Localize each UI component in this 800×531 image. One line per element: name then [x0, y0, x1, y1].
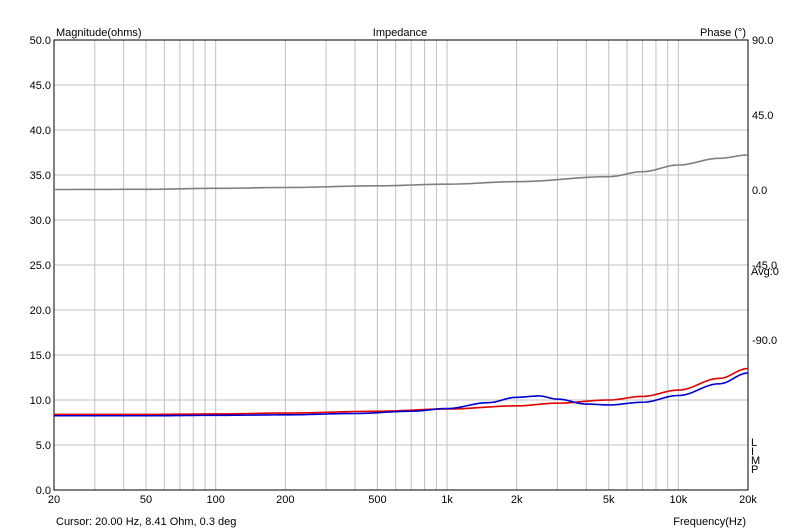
y-tick-label: 5.0: [36, 440, 51, 452]
y2-tick-label: -45.0: [752, 260, 777, 272]
series-line-3: [54, 154, 749, 191]
y2-tick-label: 45.0: [752, 110, 773, 122]
y-tick-label: 30.0: [30, 215, 51, 227]
y-tick-label: 25.0: [30, 260, 51, 272]
x-tick-label: 500: [368, 494, 386, 506]
x-tick-label: 5k: [603, 494, 615, 506]
y-tick-label: 0.0: [36, 485, 51, 497]
x-tick-label: 1k: [441, 494, 453, 506]
y-axis-label: Magnitude(ohms): [56, 27, 142, 39]
y2-tick-label: -90.0: [752, 335, 777, 347]
x-tick-labels: 20 50 100 200 500 1k 2k 5k 10k 20k: [48, 494, 757, 506]
series-line-1: [54, 367, 749, 416]
x-tick-label: 2k: [511, 494, 523, 506]
x-tick-label: 100: [207, 494, 225, 506]
avg-label: Avg:0: [751, 266, 779, 278]
x-tick-label: 200: [276, 494, 294, 506]
y-tick-label: 40.0: [30, 125, 51, 137]
series-layer: [54, 154, 749, 417]
chart-title: Impedance: [373, 27, 427, 39]
y-tick-labels: 0.0 5.0 10.0 15.0 20.0 25.0 30.0 35.0 40.0 45.0 50…: [30, 35, 51, 497]
y-tick-label: 35.0: [30, 170, 51, 182]
x-axis-label: Frequency(Hz): [673, 516, 746, 528]
x-tick-label: 10k: [669, 494, 687, 506]
x-tick-label: 20: [48, 494, 60, 506]
y-tick-label: 15.0: [30, 350, 51, 362]
y2-tick-label: 0.0: [752, 185, 767, 197]
y-tick-label: 20.0: [30, 305, 51, 317]
x-tick-label: 20k: [739, 494, 757, 506]
y2-tick-labels: 90.0 45.0 0.0 -45.0 -90.0: [752, 35, 777, 347]
cursor-readout: Cursor: 20.00 Hz, 8.41 Ohm, 0.3 deg: [56, 516, 236, 528]
plot-frame: [53, 39, 749, 491]
y-tick-label: 50.0: [30, 35, 51, 47]
y2-axis-label: Phase (°): [700, 27, 746, 39]
y-tick-label: 10.0: [30, 395, 51, 407]
x-tick-label: 50: [140, 494, 152, 506]
series-line-2: [54, 372, 749, 417]
y2-tick-label: 90.0: [752, 35, 773, 47]
y-tick-label: 45.0: [30, 80, 51, 92]
y-gridlines: [54, 84, 748, 446]
